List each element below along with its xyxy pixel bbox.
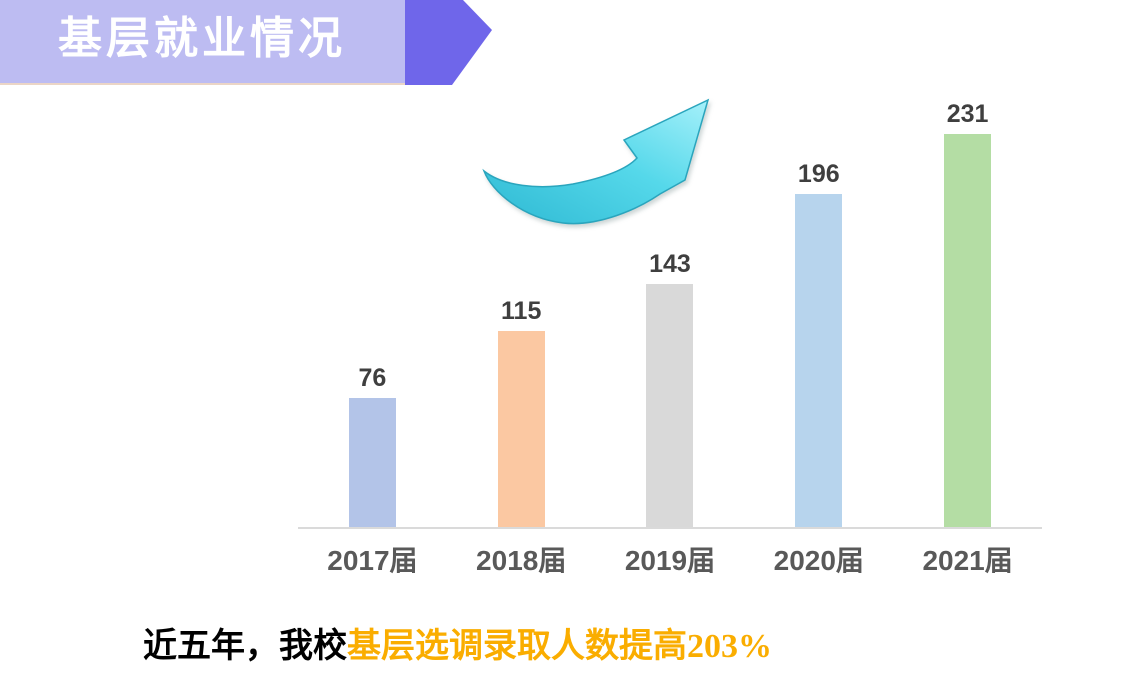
bar-group: 231 (893, 102, 1042, 527)
caption-highlight: 基层选调录取人数提高203% (347, 628, 772, 665)
x-axis-labels: 2017届 2018届 2019届 2020届 2021届 (298, 544, 1042, 578)
bar (646, 284, 694, 527)
data-label: 115 (501, 297, 542, 325)
banner-chevron-icon (405, 0, 492, 85)
bar-group: 143 (596, 252, 745, 527)
bar (795, 194, 843, 527)
caption-prefix: 近五年，我校 (143, 628, 347, 665)
caption: 近五年，我校基层选调录取人数提高203% (143, 626, 772, 669)
data-label: 231 (946, 100, 989, 128)
title-banner: 基层就业情况 (0, 0, 408, 85)
data-label: 143 (649, 250, 691, 278)
bar-group: 76 (298, 366, 447, 527)
banner-chevron-shape (405, 0, 492, 85)
x-axis-label: 2020届 (773, 545, 864, 576)
page-title: 基层就业情况 (58, 14, 346, 63)
growth-arrow-shape (482, 98, 710, 225)
x-axis-label: 2019届 (624, 545, 716, 576)
bar-group: 196 (744, 162, 893, 527)
x-axis-label: 2021届 (922, 545, 1013, 576)
bar (348, 398, 396, 527)
bar-chart: 76 115 143 196 231 (298, 0, 1042, 529)
growth-arrow-icon (482, 98, 710, 225)
bar (497, 331, 545, 527)
bar-group: 115 (447, 299, 596, 527)
x-axis-label: 2017届 (327, 545, 418, 576)
data-label: 196 (797, 160, 840, 188)
data-label: 76 (358, 364, 387, 392)
bar (944, 134, 992, 527)
x-axis-label: 2018届 (476, 545, 567, 576)
